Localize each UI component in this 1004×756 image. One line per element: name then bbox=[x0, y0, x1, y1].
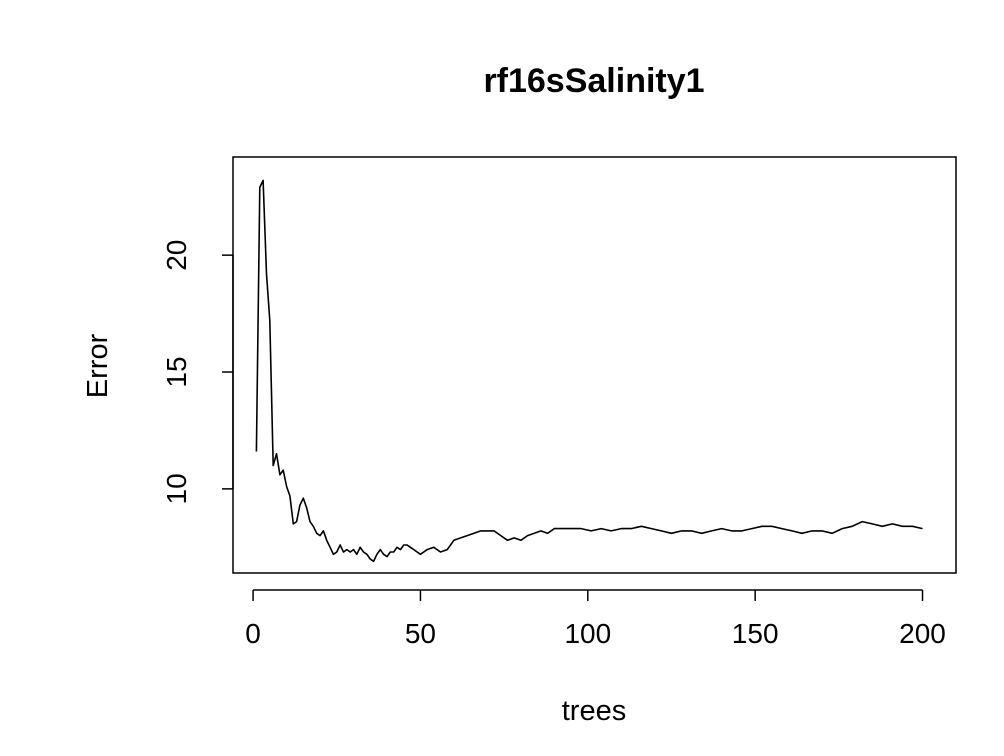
y-axis: 10 15 20 bbox=[161, 240, 234, 504]
x-axis: 0 50 100 150 200 bbox=[245, 589, 946, 649]
x-tick-label: 50 bbox=[405, 618, 436, 649]
y-tick-label: 20 bbox=[161, 240, 192, 271]
chart-title: rf16sSalinity1 bbox=[483, 62, 704, 100]
series-line bbox=[255, 179, 923, 563]
plot-area-frame bbox=[232, 156, 957, 574]
y-tick-label: 15 bbox=[161, 356, 192, 387]
x-tick-label: 200 bbox=[899, 618, 946, 649]
y-tick-label: 10 bbox=[161, 473, 192, 504]
y-axis-label: Error bbox=[82, 333, 114, 398]
x-tick-label: 150 bbox=[732, 618, 779, 649]
x-axis-label: trees bbox=[562, 695, 626, 727]
x-tick-label: 0 bbox=[245, 618, 261, 649]
x-tick-label: 100 bbox=[564, 618, 611, 649]
